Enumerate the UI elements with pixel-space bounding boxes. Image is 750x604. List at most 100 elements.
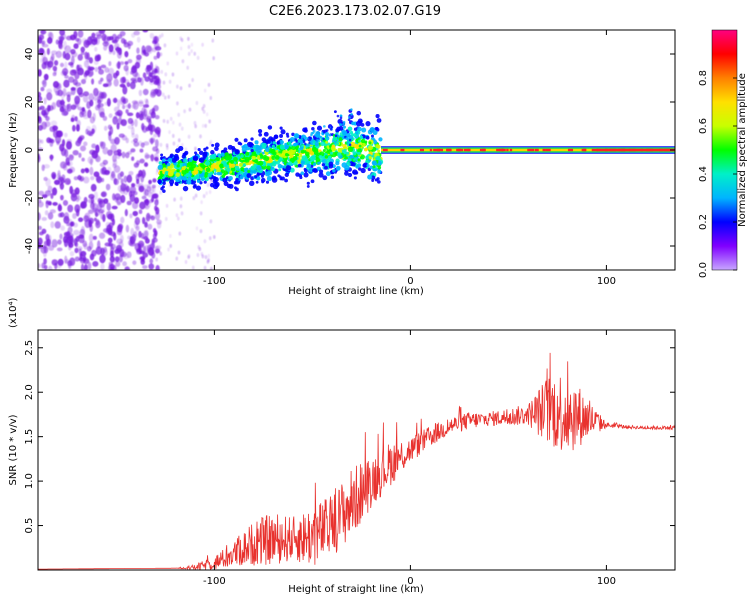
band-blob: [322, 175, 328, 181]
noise-blob: [38, 143, 41, 147]
noise-blob: [117, 172, 122, 180]
noise-blob: [150, 153, 154, 162]
band-blob: [288, 141, 292, 145]
noise-blob: [130, 148, 136, 153]
band-blob: [175, 172, 181, 177]
noise-blob: [120, 234, 124, 243]
noise-blob: [86, 130, 93, 136]
noise-blob: [69, 257, 76, 266]
noise-blob: [125, 137, 129, 144]
band-blob: [267, 125, 273, 130]
noise-blob: [146, 64, 151, 70]
band-blob: [175, 182, 179, 187]
band-blob: [230, 166, 236, 172]
noise-blob: [88, 93, 94, 102]
noise-blob: [166, 61, 170, 66]
band-blob: [267, 139, 271, 144]
band-blob: [162, 189, 166, 193]
noise-blob: [93, 191, 98, 201]
noise-blob: [63, 40, 67, 50]
band-blob: [211, 143, 215, 147]
noise-blob: [51, 171, 57, 179]
steady-peak: [496, 148, 500, 152]
band-blob: [365, 135, 370, 140]
noise-blob: [102, 146, 109, 155]
noise-blob: [48, 105, 54, 111]
band-blob: [329, 127, 333, 131]
band-blob: [264, 156, 270, 162]
noise-blob: [71, 114, 76, 122]
colorbar-tick-label: 0.8: [698, 70, 709, 86]
noise-blob: [38, 95, 43, 102]
noise-blob: [43, 107, 50, 116]
noise-blob: [59, 143, 65, 152]
band-blob: [279, 153, 283, 157]
band-blob: [319, 169, 324, 174]
band-blob: [198, 150, 204, 156]
noise-blob: [141, 49, 147, 56]
colorbar-tick-label: 0.0: [698, 262, 709, 278]
band-blob: [339, 123, 343, 126]
band-blob: [292, 155, 298, 161]
noise-blob: [147, 124, 153, 131]
noise-blob: [210, 266, 213, 270]
band-blob: [205, 146, 209, 150]
band-blob: [224, 152, 230, 157]
noise-blob: [192, 196, 196, 201]
band-blob: [216, 168, 221, 173]
noise-blob: [46, 48, 50, 56]
noise-blob: [179, 46, 183, 51]
noise-blob: [78, 235, 85, 244]
band-blob: [196, 179, 201, 183]
band-blob: [297, 163, 302, 168]
noise-blob: [72, 213, 77, 220]
noise-blob: [131, 104, 137, 109]
noise-blob: [143, 230, 149, 238]
band-blob: [362, 163, 368, 168]
band-blob: [256, 173, 260, 177]
band-blob: [337, 118, 343, 125]
noise-blob: [142, 216, 146, 225]
noise-blob: [57, 258, 64, 266]
noise-blob: [73, 229, 80, 236]
band-blob: [375, 144, 380, 149]
noise-blob: [83, 243, 88, 250]
noise-blob: [52, 65, 58, 72]
noise-blob: [122, 97, 129, 104]
noise-blob: [70, 87, 76, 91]
noise-blob: [132, 79, 138, 84]
band-blob: [318, 155, 323, 159]
band-blob: [350, 108, 353, 111]
y-tick-label: 20: [24, 96, 35, 109]
noise-blob: [130, 227, 135, 236]
noise-blob: [74, 247, 79, 254]
band-blob: [203, 180, 207, 184]
band-blob: [242, 163, 247, 167]
band-blob: [320, 141, 326, 147]
band-blob: [205, 167, 211, 172]
noise-blob: [176, 84, 179, 89]
noise-blob: [201, 123, 205, 128]
band-blob: [347, 118, 351, 122]
noise-blob: [107, 237, 113, 244]
noise-blob: [67, 154, 75, 159]
steady-peak: [527, 148, 535, 152]
noise-blob: [130, 120, 135, 127]
noise-blob: [118, 254, 123, 263]
band-blob: [304, 151, 310, 157]
noise-blob: [80, 51, 85, 56]
noise-blob: [193, 121, 197, 126]
band-blob: [352, 171, 356, 174]
noise-blob: [83, 215, 90, 223]
band-blob: [357, 158, 361, 162]
noise-blob: [125, 68, 129, 76]
band-blob: [215, 161, 220, 166]
noise-blob: [155, 250, 159, 255]
band-blob: [362, 143, 366, 147]
noise-blob: [38, 231, 44, 236]
noise-blob: [57, 212, 63, 218]
noise-blob: [165, 203, 169, 208]
band-blob: [256, 156, 260, 160]
noise-blob: [151, 252, 156, 259]
noise-blob: [41, 40, 46, 45]
